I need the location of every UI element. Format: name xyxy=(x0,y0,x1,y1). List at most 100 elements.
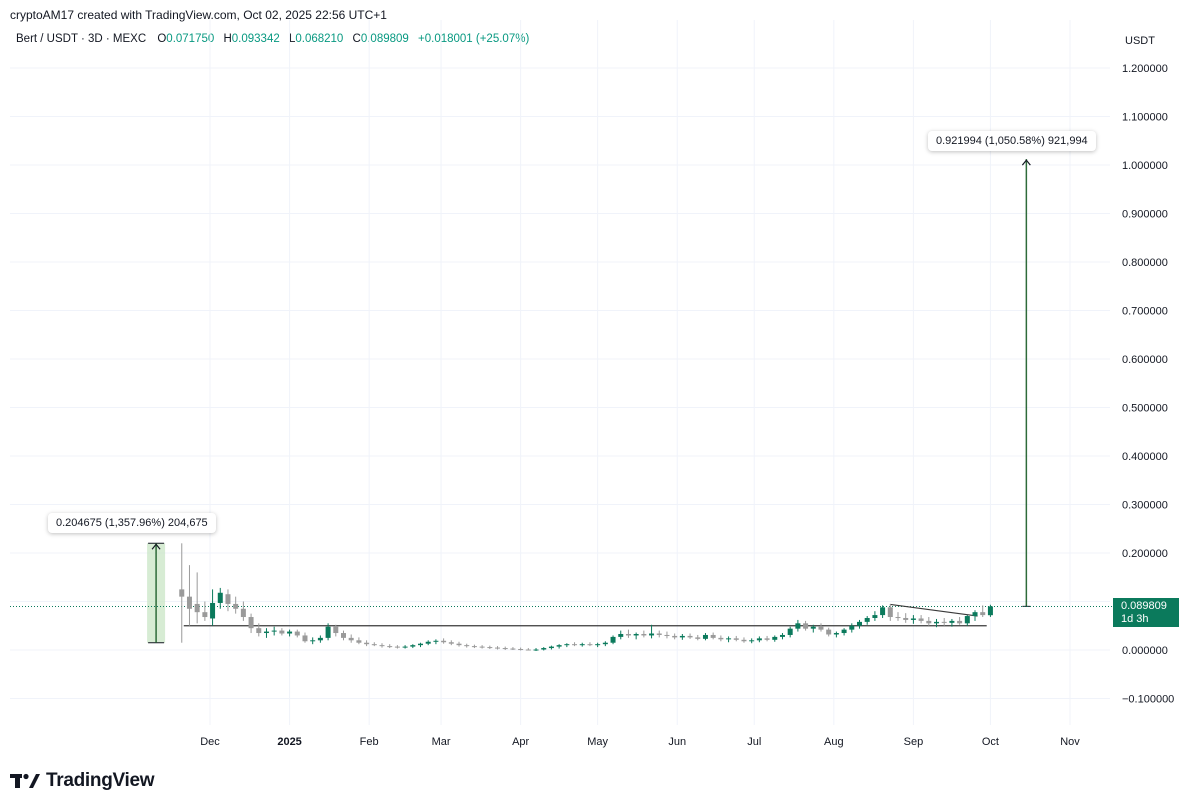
candle xyxy=(702,633,708,641)
candle-body xyxy=(926,620,932,624)
candle xyxy=(710,632,716,640)
candle-body xyxy=(664,634,670,636)
candle-body xyxy=(518,649,524,651)
candle-body xyxy=(695,637,701,639)
candle xyxy=(610,635,616,645)
candle xyxy=(795,619,801,632)
candle-body xyxy=(387,646,393,648)
candle-body xyxy=(795,623,801,629)
candle xyxy=(464,643,470,648)
candle xyxy=(356,637,362,645)
candle xyxy=(949,618,955,627)
candle-body xyxy=(287,631,293,634)
candle xyxy=(625,629,631,638)
candle xyxy=(918,615,924,624)
candle xyxy=(271,626,277,636)
candle-body xyxy=(333,626,339,634)
price-tick-label: 0.000000 xyxy=(1122,645,1168,657)
candle-body xyxy=(818,626,824,630)
candle-body xyxy=(371,644,377,646)
candle xyxy=(210,589,216,626)
candle-body xyxy=(726,638,732,640)
candle-body xyxy=(957,620,963,624)
candle-body xyxy=(741,639,747,642)
candle xyxy=(548,645,554,650)
chart-attribution: cryptoAM17 created with TradingView.com,… xyxy=(10,8,387,22)
candle xyxy=(903,613,909,623)
symbol-name[interactable]: Bert / USDT · 3D · MEXC xyxy=(16,33,147,45)
low-value: 0.068210 xyxy=(295,33,344,45)
candle-body xyxy=(849,625,855,630)
candle xyxy=(217,587,223,609)
candle xyxy=(687,633,693,639)
candle xyxy=(810,624,816,633)
candle-body xyxy=(487,647,493,649)
candle-body xyxy=(872,615,878,618)
candle-body xyxy=(217,592,223,603)
candle-body xyxy=(479,646,485,648)
candle xyxy=(348,634,354,643)
candle-body xyxy=(364,642,370,645)
candle xyxy=(248,613,254,634)
candle xyxy=(310,637,316,645)
candle xyxy=(179,543,185,643)
candle-body xyxy=(194,603,200,613)
candle-body xyxy=(418,643,424,646)
candle xyxy=(510,647,516,650)
candle-body xyxy=(633,633,639,636)
candle-body xyxy=(502,648,508,650)
candle-body xyxy=(572,644,578,646)
candle-body xyxy=(263,631,269,634)
candle-body xyxy=(772,636,778,640)
measure-label-right[interactable]: 0.921994 (1,050.58%) 921,994 xyxy=(928,131,1096,151)
candle xyxy=(256,623,262,637)
candle-body xyxy=(749,640,755,642)
candle xyxy=(487,645,493,650)
candle xyxy=(479,645,485,649)
candle-body xyxy=(225,594,231,604)
candle-body xyxy=(564,644,570,646)
candle xyxy=(418,642,424,648)
candle-body xyxy=(610,636,616,643)
open-value: 0.071750 xyxy=(166,33,215,45)
measure-label-left[interactable]: 0.204675 (1,357.96%) 204,675 xyxy=(48,513,216,533)
candle-body xyxy=(826,629,832,635)
candle xyxy=(818,623,824,632)
candle xyxy=(679,633,685,640)
candle xyxy=(741,637,747,643)
candle xyxy=(579,642,585,647)
candle-body xyxy=(764,638,770,640)
candle xyxy=(441,638,447,644)
candle-body xyxy=(256,628,262,634)
candle-body xyxy=(240,608,246,618)
candle xyxy=(695,634,701,641)
price-tick-label: 0.200000 xyxy=(1122,548,1168,560)
tradingview-logo[interactable]: TradingView xyxy=(10,770,155,792)
candle-body xyxy=(641,633,647,636)
candle xyxy=(864,616,870,625)
candle-body xyxy=(810,626,816,629)
candle xyxy=(849,623,855,633)
high-value: 0.093342 xyxy=(231,33,280,45)
price-tick-label: 0.700000 xyxy=(1122,306,1168,318)
price-tick-label: 0.600000 xyxy=(1122,354,1168,366)
price-axis-unit[interactable]: USDT xyxy=(1125,35,1155,47)
candle xyxy=(379,643,385,648)
candle-body xyxy=(410,645,416,647)
candle-body xyxy=(679,635,685,638)
candle-body xyxy=(787,628,793,635)
candle-body xyxy=(495,647,501,649)
time-tick-label: Oct xyxy=(982,736,999,748)
measure-arrow-left xyxy=(151,543,161,550)
candle-body xyxy=(656,633,662,635)
candle-body xyxy=(348,637,354,641)
price-tick-label: 1.200000 xyxy=(1122,63,1168,75)
candle xyxy=(779,633,785,640)
candle-body xyxy=(548,646,554,649)
open-label: O xyxy=(157,33,167,45)
candle xyxy=(587,642,593,647)
triangle-trendline xyxy=(890,603,978,617)
candle xyxy=(672,633,678,640)
candle-body xyxy=(510,648,516,650)
